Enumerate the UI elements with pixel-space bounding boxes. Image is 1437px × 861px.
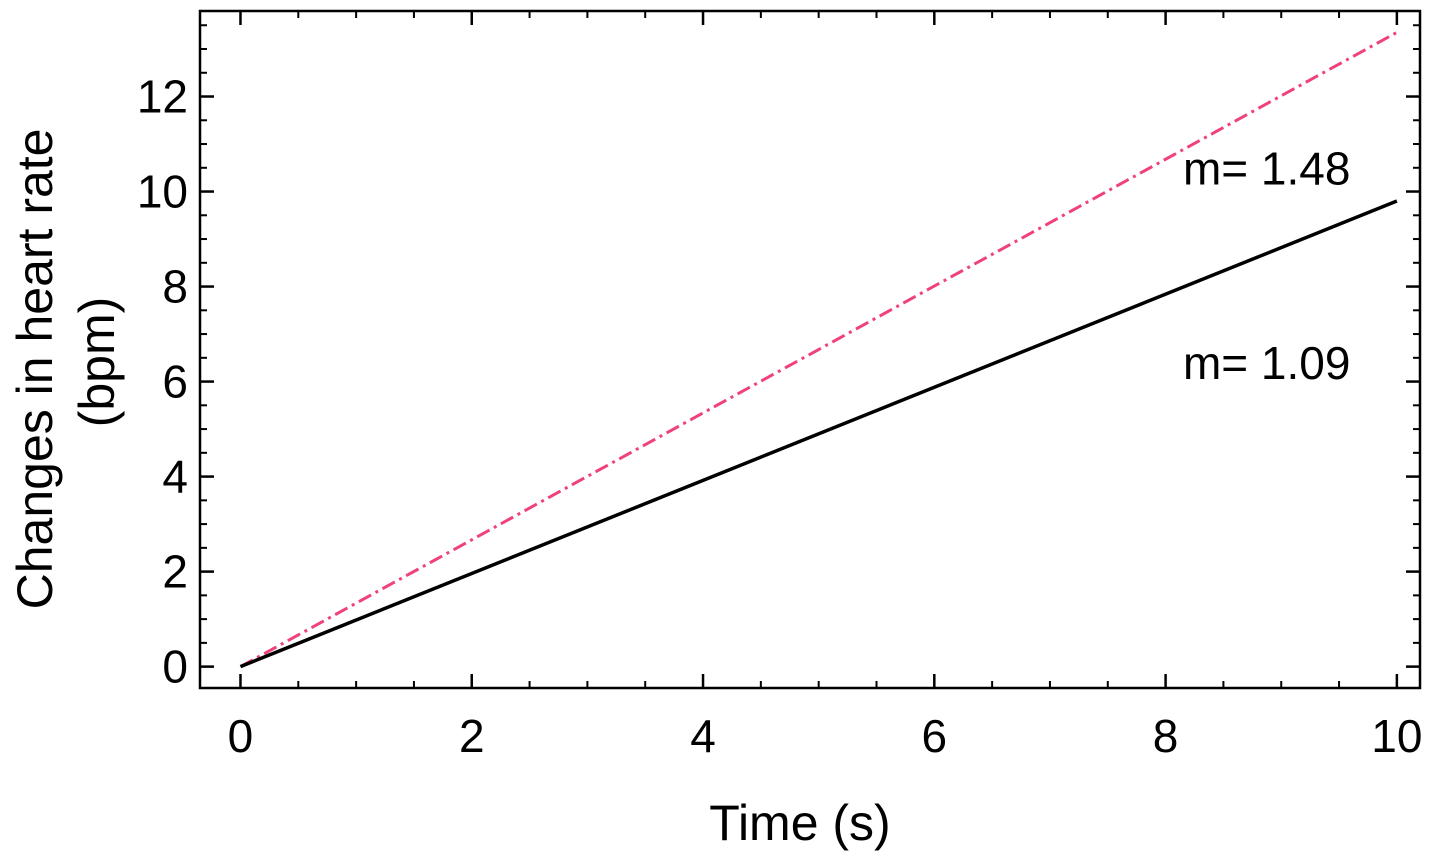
y-tick-label: 0 — [162, 641, 188, 693]
y-axis-title: Changes in heart rate (bpm) — [7, 115, 125, 610]
y-tick-label: 2 — [162, 546, 188, 598]
slope-annotation: m= 1.48 — [1183, 142, 1351, 194]
y-tick-label: 8 — [162, 261, 188, 313]
x-tick-label: 6 — [922, 710, 948, 762]
y-axis-title-line-2: (bpm) — [69, 297, 125, 428]
x-tick-label: 4 — [690, 710, 716, 762]
x-tick-label: 2 — [459, 710, 485, 762]
annotations: m= 1.48 m= 1.09 — [1183, 142, 1351, 389]
x-axis-title: Time (s) — [709, 795, 890, 851]
x-tick-label: 10 — [1371, 710, 1422, 762]
x-tick-label: 8 — [1153, 710, 1179, 762]
major-ticks — [200, 11, 1420, 688]
minor-ticks — [200, 11, 1420, 688]
y-tick-labels: 0 2 4 6 8 10 12 — [137, 71, 188, 693]
series-line-1 — [239, 199, 1398, 669]
y-tick-label: 4 — [162, 451, 188, 503]
y-tick-label: 6 — [162, 356, 188, 408]
y-tick-label: 12 — [137, 71, 188, 123]
slope-annotation: m= 1.09 — [1183, 337, 1351, 389]
series-line-0 — [239, 31, 1398, 668]
y-tick-label: 10 — [137, 166, 188, 218]
plot-frame — [198, 9, 1422, 690]
x-tick-labels: 0 2 4 6 8 10 — [228, 710, 1423, 762]
y-axis-title-line-1: Changes in heart rate — [7, 129, 63, 610]
series-lines — [239, 31, 1398, 669]
x-tick-label: 0 — [228, 710, 254, 762]
